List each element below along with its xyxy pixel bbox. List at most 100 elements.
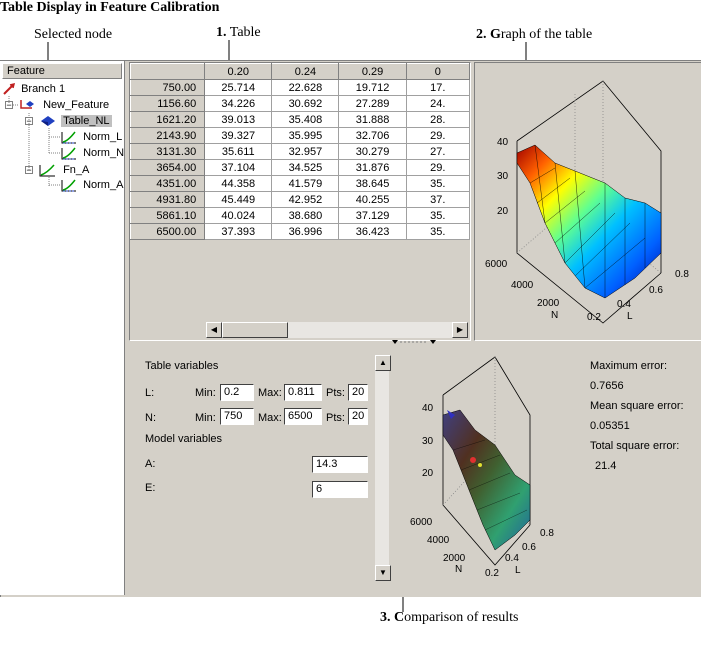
tree-item-norm-a[interactable]: Norm_A — [60, 177, 125, 193]
row-header[interactable]: 1621.20 — [130, 111, 206, 128]
row-header[interactable]: 4351.00 — [130, 175, 206, 192]
table-cell[interactable]: 31.876 — [338, 159, 407, 176]
l-pts-input[interactable]: 20 — [348, 384, 368, 401]
l-min-label: Min: — [195, 387, 216, 399]
tree-item-fn-a[interactable]: Fn_A — [38, 162, 91, 178]
table-cell[interactable]: 32.706 — [338, 127, 407, 144]
annotation-table: 1. Table — [216, 25, 261, 41]
horizontal-scrollbar[interactable]: ◀ ▶ — [206, 322, 468, 338]
table-cell[interactable]: 31.888 — [338, 111, 407, 128]
column-header[interactable]: 0.29 — [338, 63, 407, 80]
scroll-right-button[interactable]: ▶ — [452, 322, 468, 338]
table-cell[interactable]: 44.358 — [204, 175, 273, 192]
comparison-surface-plot[interactable]: 40 30 20 6000 4000 2000 N 0.8 0.6 0.4 0.… — [405, 355, 585, 585]
table-cell[interactable]: 40.024 — [204, 207, 273, 224]
table-cell[interactable]: 28. — [405, 111, 470, 128]
table-cell[interactable]: 34.226 — [204, 95, 273, 112]
table-cell[interactable]: 30.279 — [338, 143, 407, 160]
table-cell[interactable]: 27.289 — [338, 95, 407, 112]
l-min-input[interactable]: 0.2 — [220, 384, 254, 401]
table-cell[interactable]: 29. — [405, 127, 470, 144]
table-cell[interactable]: 37.129 — [338, 207, 407, 224]
table-cell[interactable]: 39.013 — [204, 111, 273, 128]
scroll-up-button[interactable]: ▲ — [375, 355, 391, 371]
a-value-input[interactable]: 14.3 — [312, 456, 368, 473]
column-header[interactable]: 0 — [405, 63, 470, 80]
table-cell[interactable]: 37.393 — [204, 223, 273, 240]
n-min-input[interactable]: 750 — [220, 408, 254, 425]
model-variables-heading: Model variables — [145, 433, 223, 445]
table-cell[interactable]: 30.692 — [271, 95, 340, 112]
table-cell[interactable]: 22.628 — [271, 79, 340, 96]
row-header[interactable]: 3654.00 — [130, 159, 206, 176]
row-header[interactable]: 2143.90 — [130, 127, 206, 144]
table-cell[interactable]: 32.957 — [271, 143, 340, 160]
annotation-comparison: 3. Comparison of results — [380, 610, 518, 626]
table-cell[interactable]: 35. — [405, 207, 470, 224]
table-cell[interactable]: 37.104 — [204, 159, 273, 176]
column-header[interactable]: 0.24 — [271, 63, 340, 80]
table-cell[interactable]: 19.712 — [338, 79, 407, 96]
n-max-input[interactable]: 6500 — [284, 408, 322, 425]
l-tick-label: 0.8 — [675, 269, 689, 280]
tree-item-branch[interactable]: Branch 1 — [2, 81, 67, 97]
row-header[interactable]: 3131.30 — [130, 143, 206, 160]
n-pts-input[interactable]: 20 — [348, 408, 368, 425]
annotation-table-text: Table — [229, 25, 261, 40]
e-value-input[interactable]: 6 — [312, 481, 368, 498]
annotation-graph-text: raph of the table — [500, 27, 593, 42]
table-cell[interactable]: 42.952 — [271, 191, 340, 208]
tree-item-norm-l[interactable]: Norm_L — [60, 129, 124, 145]
tree-item-norm-n[interactable]: Norm_N — [60, 145, 126, 161]
table-cell[interactable]: 36.423 — [338, 223, 407, 240]
table-cell[interactable]: 35. — [405, 175, 470, 192]
column-header[interactable]: 0.20 — [204, 63, 273, 80]
n-variable-label: N: — [145, 412, 156, 424]
table-cell[interactable]: 39.327 — [204, 127, 273, 144]
tree-item-new-feature[interactable]: New_Feature — [18, 97, 111, 113]
table-cell[interactable]: 35.995 — [271, 127, 340, 144]
table-cell[interactable]: 35. — [405, 223, 470, 240]
annotation-graph: 2. Graph of the table — [476, 27, 592, 43]
scroll-down-button[interactable]: ▼ — [375, 565, 391, 581]
scroll-thumb[interactable] — [222, 322, 288, 338]
table-cell[interactable]: 34.525 — [271, 159, 340, 176]
normalizer-icon — [61, 147, 76, 160]
table-cell[interactable]: 35.611 — [204, 143, 273, 160]
e-variable-label: E: — [145, 482, 156, 494]
table-surface-plot[interactable]: 40 30 20 6000 4000 2000 N 0.8 0.6 0.4 0.… — [475, 63, 701, 340]
l-max-input[interactable]: 0.811 — [284, 384, 322, 401]
splitter-handle[interactable] — [390, 339, 440, 345]
table-cell[interactable]: 37. — [405, 191, 470, 208]
row-header[interactable]: 750.00 — [130, 79, 206, 96]
l-tick-label: 0.8 — [540, 528, 554, 539]
row-header[interactable]: 1156.60 — [130, 95, 206, 112]
table-cell[interactable]: 35.408 — [271, 111, 340, 128]
vertical-scrollbar[interactable]: ▲ ▼ — [375, 355, 391, 581]
scroll-left-button[interactable]: ◀ — [206, 322, 222, 338]
l-max-label: Max: — [258, 387, 282, 399]
n-axis-label: N — [455, 564, 462, 575]
n-max-label: Max: — [258, 412, 282, 424]
n-pts-label: Pts: — [326, 412, 345, 424]
tree-item-table-nl[interactable]: Table_NL — [38, 113, 112, 129]
tree-header[interactable]: Feature — [2, 63, 122, 79]
table-cell[interactable]: 25.714 — [204, 79, 273, 96]
table-cell[interactable]: 38.680 — [271, 207, 340, 224]
z-tick-label: 20 — [497, 206, 509, 217]
table-cell[interactable]: 29. — [405, 159, 470, 176]
table-cell[interactable]: 27. — [405, 143, 470, 160]
collapse-icon[interactable]: − — [5, 100, 13, 110]
table-cell[interactable]: 41.579 — [271, 175, 340, 192]
table-cell[interactable]: 38.645 — [338, 175, 407, 192]
row-header[interactable]: 4931.80 — [130, 191, 206, 208]
table-cell[interactable]: 17. — [405, 79, 470, 96]
table-cell[interactable]: 24. — [405, 95, 470, 112]
table-cell[interactable]: 36.996 — [271, 223, 340, 240]
table-cell[interactable]: 40.255 — [338, 191, 407, 208]
annotation-graph-initial: G — [490, 27, 501, 42]
row-header[interactable]: 6500.00 — [130, 223, 206, 240]
table-cell[interactable]: 45.449 — [204, 191, 273, 208]
tree-item-label: Table_NL — [61, 115, 112, 127]
row-header[interactable]: 5861.10 — [130, 207, 206, 224]
